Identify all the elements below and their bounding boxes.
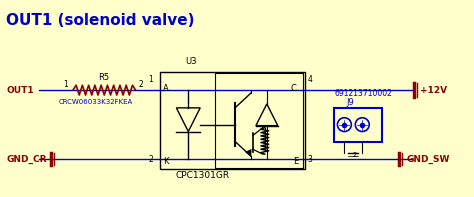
Text: CPC1301GR: CPC1301GR: [175, 171, 229, 180]
Text: 3: 3: [308, 155, 312, 164]
Text: K: K: [164, 157, 169, 166]
Text: U3: U3: [185, 58, 197, 66]
Polygon shape: [246, 150, 251, 156]
Text: 1: 1: [63, 80, 68, 89]
Text: OUT1: OUT1: [6, 86, 34, 95]
Bar: [335, 108, 382, 142]
Text: A: A: [164, 84, 169, 93]
Text: C: C: [291, 84, 297, 93]
Text: GND_SW: GND_SW: [406, 155, 449, 164]
Text: 4: 4: [308, 75, 312, 84]
Text: R5: R5: [98, 73, 109, 82]
Text: E: E: [292, 157, 298, 166]
Text: 691213710002: 691213710002: [335, 89, 392, 98]
Text: J9: J9: [346, 98, 354, 107]
Text: 2: 2: [138, 80, 143, 89]
Text: GND_CR: GND_CR: [6, 155, 47, 164]
Bar: [161, 72, 305, 169]
Text: 2: 2: [148, 155, 153, 164]
Text: 1: 1: [148, 75, 153, 84]
Text: OUT1 (solenoid valve): OUT1 (solenoid valve): [6, 13, 195, 28]
Bar: [215, 73, 302, 168]
Text: 2: 2: [352, 152, 357, 158]
Text: CRCW06033K32FKEA: CRCW06033K32FKEA: [59, 99, 133, 105]
Text: +12V: +12V: [420, 86, 447, 95]
